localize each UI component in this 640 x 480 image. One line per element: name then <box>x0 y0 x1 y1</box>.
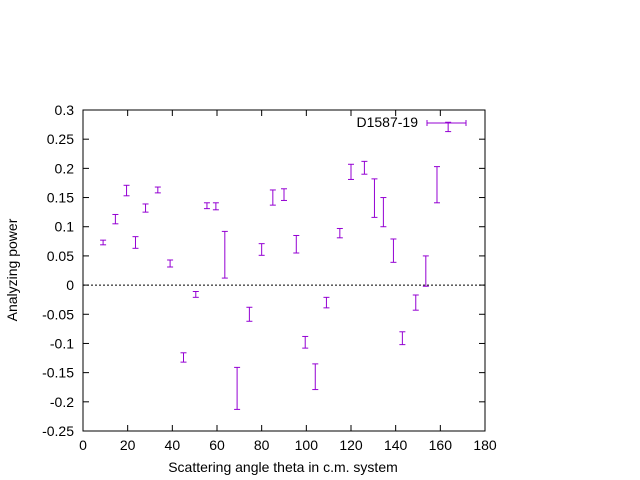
data-point <box>312 363 319 391</box>
y-tick-label: 0.25 <box>47 131 74 147</box>
x-tick-label: 20 <box>120 437 136 453</box>
data-point <box>336 227 343 239</box>
data-point <box>348 163 354 180</box>
y-tick-label: -0.2 <box>50 394 74 410</box>
y-tick-label: 0 <box>66 277 74 293</box>
legend-label: D1587-19 <box>357 114 419 130</box>
y-tick-label: 0.3 <box>55 102 75 118</box>
x-tick-label: 100 <box>295 437 319 453</box>
y-axis-label: Analyzing power <box>4 218 20 321</box>
data-point <box>154 186 161 194</box>
data-point <box>390 238 397 263</box>
x-tick-label: 40 <box>165 437 181 453</box>
y-tick-label: -0.05 <box>42 306 74 322</box>
data-point <box>167 259 174 268</box>
data-point <box>132 236 139 249</box>
y-tick-label: -0.25 <box>42 423 74 439</box>
data-point <box>100 239 107 246</box>
data-point <box>445 121 452 133</box>
legend: D1587-19 <box>357 114 467 130</box>
y-tick-label: 0.2 <box>55 160 75 176</box>
x-tick-label: 180 <box>473 437 497 453</box>
x-axis-label: Scattering angle theta in c.m. system <box>168 459 398 475</box>
y-tick-label: 0.15 <box>47 190 74 206</box>
x-tick-label: 0 <box>79 437 87 453</box>
legend-sample <box>426 120 467 126</box>
data-point <box>412 294 419 311</box>
data-point <box>234 366 241 410</box>
data-point <box>142 203 149 213</box>
x-tick-label: 80 <box>254 437 270 453</box>
data-point <box>302 335 309 349</box>
data-point <box>192 291 199 298</box>
data-point <box>112 213 119 225</box>
data-point <box>221 230 228 279</box>
data-point <box>180 352 187 363</box>
y-tick-label: -0.1 <box>50 335 74 351</box>
y-tick-label: 0.05 <box>47 248 74 264</box>
data-point <box>269 189 276 206</box>
data-point <box>371 178 378 218</box>
data-point <box>281 188 287 201</box>
x-tick-label: 140 <box>384 437 408 453</box>
data-point <box>293 234 300 254</box>
y-axis: -0.25 -0.2 -0.15 -0.1 -0.05 0 0.05 0.1 0.15 0.2 0.… <box>42 102 485 439</box>
y-tick-label: 0.1 <box>55 219 75 235</box>
data-point <box>246 306 253 322</box>
x-tick-label: 120 <box>339 437 363 453</box>
data-point <box>203 202 210 210</box>
data-point <box>422 255 429 287</box>
data-point <box>323 296 330 309</box>
plot-frame <box>82 109 486 432</box>
x-tick-label: 160 <box>429 437 453 453</box>
x-axis: 0 20 40 60 80 100 120 140 160 180 <box>79 110 497 453</box>
y-tick-label: -0.15 <box>42 365 74 381</box>
x-tick-label: 60 <box>209 437 225 453</box>
data-point <box>123 184 130 197</box>
data-point <box>399 331 406 346</box>
data-point <box>212 202 219 211</box>
data-point <box>433 166 440 204</box>
data-point <box>361 160 368 175</box>
data-points <box>100 121 452 410</box>
data-point <box>380 197 387 228</box>
data-point <box>258 243 265 256</box>
